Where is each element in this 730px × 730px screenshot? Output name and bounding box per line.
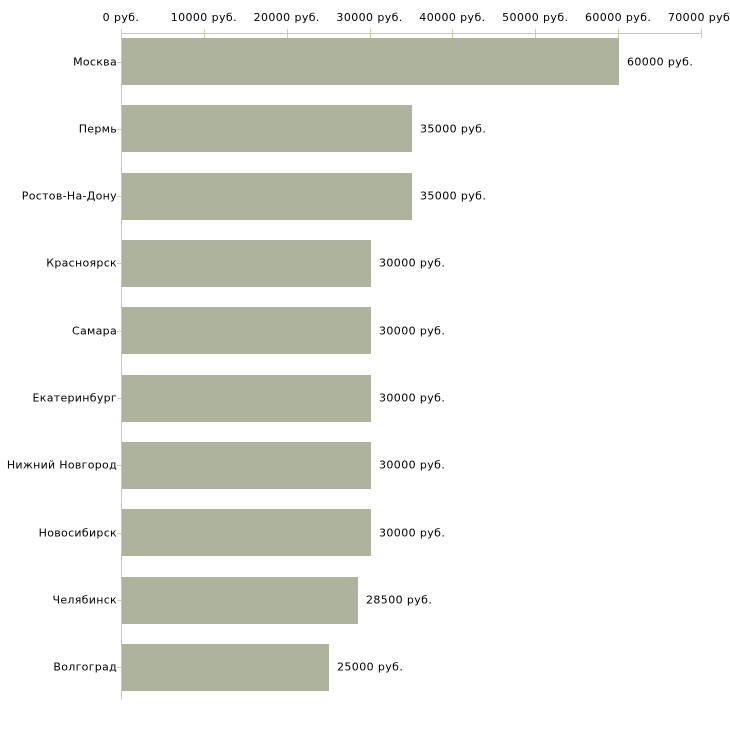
y-axis-line [121, 33, 122, 700]
category-label: Пермь [78, 122, 117, 136]
bar [122, 643, 329, 691]
value-label: 35000 руб. [420, 189, 487, 203]
y-tick-mark [117, 398, 121, 399]
y-tick-mark [117, 129, 121, 130]
bar [122, 239, 371, 287]
x-tick-label: 40000 руб. [419, 11, 486, 24]
bar [122, 307, 371, 355]
y-tick-mark [117, 263, 121, 264]
x-tick-label: 30000 руб. [336, 11, 403, 24]
value-label: 30000 руб. [379, 324, 446, 338]
y-tick-mark [117, 533, 121, 534]
category-label: Волгоград [53, 660, 117, 674]
category-label: Самара [72, 324, 117, 338]
y-tick-mark [117, 331, 121, 332]
category-label: Нижний Новгород [6, 458, 117, 472]
value-label: 30000 руб. [379, 526, 446, 540]
category-label: Екатеринбург [32, 391, 117, 405]
value-label: 60000 руб. [627, 55, 694, 68]
x-tick-label: 60000 руб. [585, 11, 652, 24]
category-label: Новосибирск [38, 526, 117, 540]
x-tick-mark [618, 29, 620, 38]
bar [122, 509, 371, 557]
bar [122, 576, 358, 624]
x-tick-label: 10000 руб. [170, 11, 237, 24]
value-label: 30000 руб. [379, 256, 446, 270]
x-tick-mark [286, 29, 288, 38]
x-tick-mark [203, 29, 205, 38]
category-label: Ростов-На-Дону [21, 189, 117, 203]
y-tick-mark [117, 667, 121, 668]
category-label: Красноярск [46, 256, 117, 270]
value-label: 30000 руб. [379, 458, 446, 472]
bar [122, 105, 412, 153]
category-label: Москва [73, 55, 117, 68]
x-tick-mark [701, 29, 702, 38]
bar [122, 374, 371, 422]
bar [122, 38, 619, 85]
value-label: 35000 руб. [420, 122, 487, 136]
value-label: 25000 руб. [337, 660, 404, 674]
value-label: 30000 руб. [379, 391, 446, 405]
x-tick-mark [121, 29, 122, 38]
value-label: 28500 руб. [366, 593, 433, 607]
y-tick-mark [117, 465, 121, 466]
x-tick-mark [535, 29, 537, 38]
bar [122, 172, 412, 220]
x-tick-label: 50000 руб. [502, 11, 569, 24]
y-tick-mark [117, 600, 121, 601]
y-tick-mark [117, 62, 121, 63]
x-tick-label: 70000 руб. [667, 11, 730, 24]
x-tick-label: 0 руб. [102, 11, 140, 24]
x-tick-label: 20000 руб. [253, 11, 320, 24]
bar [122, 441, 371, 489]
y-tick-mark [117, 196, 121, 197]
category-label: Челябинск [52, 593, 117, 607]
x-tick-mark [452, 29, 454, 38]
x-tick-mark [369, 29, 371, 38]
x-axis-line [121, 33, 702, 34]
